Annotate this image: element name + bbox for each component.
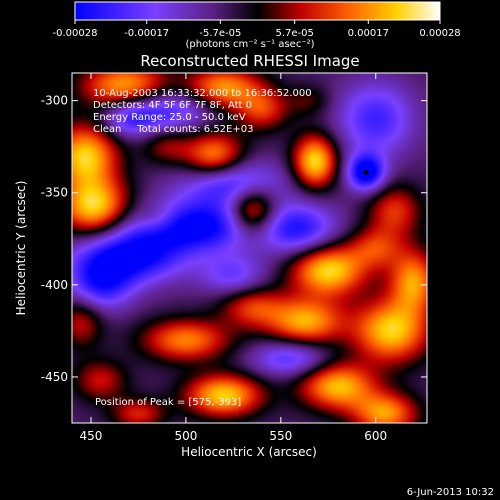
colorbar-tick-label: 0.00028 [419, 28, 460, 39]
colorbar-tick-label: -0.00028 [53, 28, 98, 39]
x-axis-label: Heliocentric X (arcsec) [181, 445, 317, 459]
colorbar-tick-label: -0.00017 [124, 28, 169, 39]
plot-frame [71, 72, 428, 424]
footer-date: 6-Jun-2013 10:32 [406, 487, 494, 498]
y-tick-label: -400 [41, 278, 68, 292]
y-tick-label: -450 [41, 370, 68, 384]
y-tick-label: -350 [41, 186, 68, 200]
colorbar-tick-label: 5.7e-05 [275, 28, 313, 39]
x-tick-label: 450 [80, 429, 103, 443]
colorbar-unit-label: (photons cm⁻² s⁻¹ asec⁻²) [185, 39, 315, 50]
y-axis-ticks: -300 -350 -400 -450 [41, 94, 427, 384]
colorbar-ticks: -0.00028 -0.00017 -5.7e-05 5.7e-05 0.00017 0.… [53, 20, 461, 39]
x-axis-ticks: 450 500 550 600 [80, 73, 387, 443]
colorbar-tick-label: -5.7e-05 [199, 28, 241, 39]
colorbar-tick-label: 0.00017 [348, 28, 389, 39]
x-tick-label: 600 [364, 429, 387, 443]
y-tick-label: -300 [41, 94, 68, 108]
x-tick-label: 550 [269, 429, 292, 443]
peak-marker [363, 169, 369, 175]
heatmap-container [72, 73, 427, 423]
x-tick-label: 500 [174, 429, 197, 443]
y-axis-label: Heliocentric Y (arcsec) [14, 181, 28, 316]
peak-marker-dot [363, 169, 369, 175]
colorbar-gradient [75, 2, 440, 20]
colorbar: -0.00028 -0.00017 -5.7e-05 5.7e-05 0.00017 0.… [53, 1, 461, 39]
chart-title: Reconstructed RHESSI Image [140, 52, 360, 70]
colorbar-frame [74, 1, 441, 21]
